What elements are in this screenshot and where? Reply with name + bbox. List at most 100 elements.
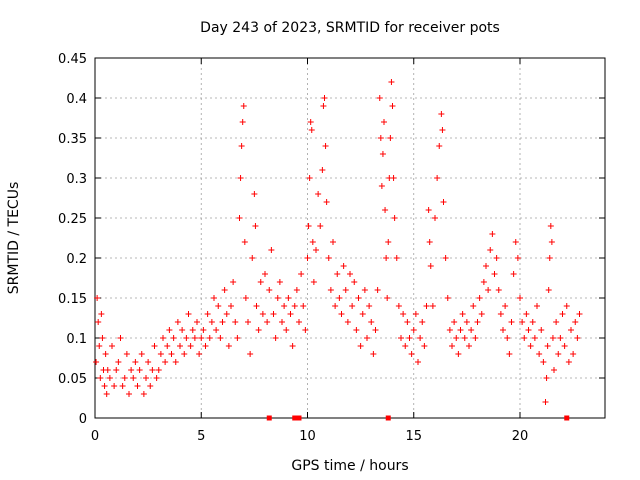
- data-point: [408, 351, 415, 357]
- data-point: [213, 327, 220, 333]
- data-point: [102, 351, 109, 357]
- data-point: [228, 303, 234, 309]
- data-point: [309, 239, 316, 245]
- baseline-marker: [266, 415, 272, 421]
- data-point: [266, 287, 273, 293]
- data-point: [274, 295, 281, 301]
- data-point: [446, 327, 453, 333]
- data-point: [364, 335, 370, 341]
- data-point: [361, 287, 368, 293]
- baseline-marker: [292, 415, 298, 421]
- data-point: [160, 335, 166, 341]
- data-point: [385, 239, 392, 245]
- data-point: [376, 95, 383, 101]
- data-point: [95, 319, 102, 325]
- data-point: [99, 335, 106, 341]
- data-point: [466, 343, 472, 349]
- data-point: [549, 335, 556, 341]
- data-point: [544, 343, 551, 349]
- data-point: [538, 327, 545, 333]
- data-point: [113, 367, 120, 373]
- data-point: [307, 119, 314, 125]
- y-tick-label: 0.4: [66, 92, 87, 107]
- data-point: [349, 303, 356, 309]
- data-point: [529, 319, 536, 325]
- data-point: [521, 335, 528, 341]
- data-point: [249, 255, 256, 261]
- data-point: [395, 303, 402, 309]
- data-point: [121, 375, 128, 381]
- data-point: [340, 263, 347, 269]
- data-point: [574, 335, 581, 341]
- baseline-marker: [385, 415, 391, 421]
- data-point: [404, 319, 411, 325]
- data-point: [236, 215, 243, 221]
- x-tick-label: 0: [91, 429, 99, 444]
- data-point: [168, 351, 175, 357]
- data-point: [351, 279, 358, 285]
- data-point: [255, 327, 262, 333]
- data-point: [391, 215, 398, 221]
- data-point: [372, 327, 379, 333]
- data-point: [177, 343, 183, 349]
- data-point: [402, 343, 409, 349]
- data-point: [463, 319, 470, 325]
- data-point: [546, 255, 553, 261]
- x-axis-label: GPS time / hours: [291, 458, 408, 474]
- data-point: [270, 311, 277, 317]
- data-point: [410, 327, 417, 333]
- chart-title: Day 243 of 2023, SRMTID for receiver pot…: [200, 20, 500, 36]
- data-point: [302, 327, 309, 333]
- data-point: [172, 359, 179, 365]
- axis-ticks: [94, 57, 605, 419]
- data-point: [536, 351, 543, 357]
- data-point: [104, 367, 111, 373]
- data-point: [138, 351, 145, 357]
- data-point: [378, 183, 385, 189]
- data-point: [485, 287, 492, 293]
- data-point: [423, 303, 430, 309]
- data-point: [534, 303, 540, 309]
- data-point: [323, 199, 330, 205]
- data-point: [296, 319, 302, 325]
- data-point: [377, 135, 384, 141]
- data-point: [389, 103, 396, 109]
- data-point: [366, 303, 373, 309]
- data-point: [247, 351, 254, 357]
- data-point: [508, 319, 515, 325]
- y-axis-label: SRMTID / TECUs: [6, 182, 22, 295]
- data-point: [93, 359, 100, 365]
- data-point: [398, 335, 404, 341]
- data-point: [237, 175, 244, 181]
- data-point: [561, 343, 568, 349]
- data-point: [425, 207, 432, 213]
- data-point: [106, 375, 113, 381]
- data-point: [322, 143, 329, 149]
- data-point: [547, 223, 554, 229]
- data-point: [259, 311, 266, 317]
- data-point: [179, 327, 186, 333]
- y-tick-label: 0.2: [66, 252, 87, 267]
- data-point: [506, 351, 513, 357]
- data-point: [321, 95, 328, 101]
- data-point: [101, 383, 108, 389]
- data-point: [281, 303, 288, 309]
- data-point: [457, 327, 464, 333]
- data-point: [565, 359, 572, 365]
- data-point: [489, 231, 496, 237]
- y-tick-label: 0: [79, 412, 87, 427]
- data-point: [153, 375, 160, 381]
- x-tick-label: 10: [299, 429, 316, 444]
- data-point: [253, 303, 260, 309]
- data-point: [119, 383, 126, 389]
- y-tick-label: 0.3: [66, 172, 87, 187]
- y-tick-label: 0.05: [58, 372, 87, 387]
- data-point: [563, 303, 570, 309]
- data-point: [429, 303, 436, 309]
- data-point: [291, 303, 298, 309]
- data-point: [136, 367, 143, 373]
- data-point: [196, 351, 203, 357]
- data-point: [368, 319, 375, 325]
- data-point: [232, 319, 239, 325]
- data-point: [279, 319, 285, 325]
